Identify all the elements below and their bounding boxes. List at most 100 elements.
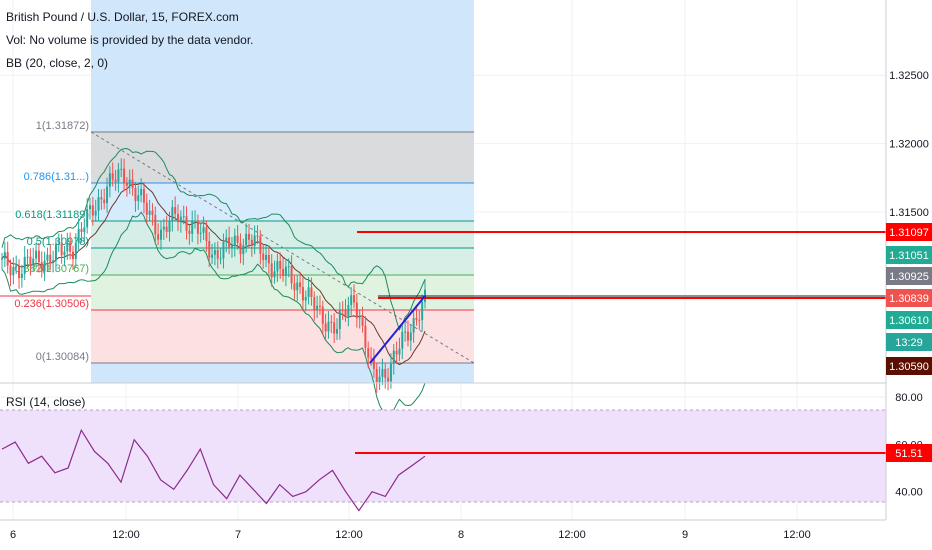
bb-lower-band	[1, 211, 426, 418]
candle-body	[1, 258, 3, 260]
candle-body	[174, 207, 177, 215]
candle-body	[191, 220, 194, 234]
candle-body	[142, 188, 145, 203]
candle-body	[151, 210, 154, 216]
candle-body	[324, 323, 327, 332]
price-tick-label: 1.32000	[889, 139, 929, 151]
candle-body	[267, 254, 270, 264]
candle-body	[46, 254, 49, 261]
bb-legend: BB (20, close, 2, 0)	[6, 56, 109, 70]
candle-body	[49, 254, 52, 264]
candle-body	[230, 245, 233, 249]
candle-body	[262, 253, 265, 260]
candle-body	[9, 265, 12, 276]
candle-body	[103, 199, 106, 204]
candle-body	[154, 215, 157, 235]
candle-body	[304, 296, 307, 301]
candle-body	[236, 235, 239, 243]
candle-body	[69, 242, 72, 252]
candle-body	[375, 369, 378, 382]
candle-body	[57, 243, 60, 245]
price-badge-label: 1.30590	[889, 361, 929, 373]
candle-body	[299, 282, 302, 288]
candle-body	[364, 325, 367, 349]
price-badge-label: 13:29	[895, 337, 923, 349]
candle-body	[259, 236, 262, 254]
candle-body	[137, 195, 140, 201]
fib-level-label: 0.786(1.31...)	[24, 171, 89, 183]
candle-body	[77, 228, 80, 243]
candle-body	[387, 377, 390, 382]
candle-body	[276, 261, 279, 272]
candle-body	[20, 273, 23, 279]
candle-body	[54, 244, 57, 261]
rsi-legend: RSI (14, close)	[6, 395, 86, 409]
candle-body	[395, 350, 398, 355]
candle-body	[208, 241, 211, 258]
candle-body	[353, 295, 356, 303]
candle-body	[12, 267, 15, 276]
candle-body	[117, 169, 120, 182]
candle-body	[111, 173, 114, 180]
candle-body	[63, 251, 66, 256]
candle-body	[86, 209, 89, 228]
candle-body	[316, 305, 319, 310]
candle-body	[26, 256, 29, 258]
candle-body	[188, 230, 191, 234]
candle-body	[106, 186, 109, 204]
time-tick-label: 12:00	[112, 529, 140, 541]
candle-body	[165, 226, 168, 232]
time-axis-ticks: 6 12:00 7 12:00 8 12:00 9 12:00	[10, 529, 811, 541]
candle-body	[71, 251, 74, 260]
candle-body	[35, 250, 38, 259]
candle-body	[344, 310, 347, 317]
candle-body	[330, 321, 333, 323]
candle-body	[327, 321, 330, 332]
price-badge	[886, 289, 932, 307]
candle-body	[279, 261, 282, 269]
candle-body	[290, 266, 293, 284]
candle-body	[194, 220, 197, 222]
candle-body	[108, 173, 111, 187]
candle-body	[335, 329, 338, 334]
candle-body	[406, 331, 409, 341]
candle-body	[29, 256, 32, 266]
price-badges: 1.31097 1.31051 1.30925 1.30839 1.30610 13:29…	[886, 223, 932, 375]
candle-body	[211, 254, 214, 258]
volume-note: Vol: No volume is provided by the data v…	[6, 33, 254, 47]
candle-body	[338, 309, 341, 330]
price-badge-label: 1.31097	[889, 227, 929, 239]
candle-body	[301, 287, 304, 301]
rsi-tick-label: 40.00	[895, 487, 923, 499]
candle-body	[392, 350, 395, 364]
candle-body	[350, 295, 353, 305]
candle-body	[37, 250, 40, 263]
candle-body	[253, 235, 256, 246]
candle-body	[157, 234, 160, 240]
candle-body	[131, 179, 134, 189]
candle-body	[216, 250, 219, 259]
candle-body	[43, 260, 46, 272]
candle-body	[171, 207, 174, 221]
candle-body	[245, 233, 248, 246]
candle-body	[60, 243, 63, 256]
price-badge	[886, 223, 932, 241]
candle-body	[333, 322, 336, 334]
candle-body	[273, 271, 276, 278]
fib-level-label: 1(1.31872)	[36, 120, 89, 132]
candle-body	[233, 235, 236, 246]
candle-body	[242, 245, 245, 255]
candle-body	[159, 229, 162, 240]
candle-body	[355, 302, 358, 318]
candle-body	[361, 317, 364, 326]
candle-body	[145, 202, 148, 215]
candle-body	[270, 263, 273, 278]
candle-body	[32, 258, 35, 266]
time-tick-label: 12:00	[558, 529, 586, 541]
candle-body	[370, 357, 373, 359]
candle-body	[358, 317, 361, 319]
candle-body	[80, 228, 83, 232]
candle-body	[3, 252, 6, 259]
candlesticks	[1, 158, 426, 393]
